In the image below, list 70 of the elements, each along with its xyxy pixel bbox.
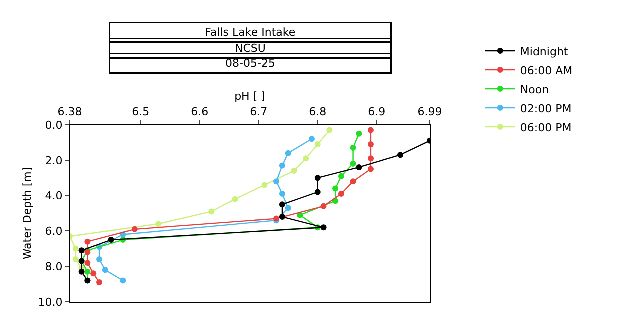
- y-tick-label: 10.0: [38, 296, 63, 309]
- point: [320, 203, 327, 210]
- point: [338, 173, 344, 180]
- point: [208, 208, 215, 215]
- point: [308, 136, 315, 142]
- point: [84, 268, 91, 275]
- point: [285, 205, 292, 212]
- point: [368, 127, 374, 134]
- point: [96, 280, 103, 286]
- point: [232, 196, 238, 202]
- point: [279, 191, 286, 198]
- y-tick-label: 6.0: [45, 225, 63, 238]
- point: [96, 256, 103, 263]
- point: [350, 178, 356, 185]
- x-tick-label: 6.38: [58, 106, 82, 119]
- point: [368, 166, 374, 172]
- point: [332, 186, 339, 192]
- point: [120, 278, 126, 284]
- point: [279, 162, 286, 169]
- x-axis-title: pH [ ]: [234, 90, 266, 104]
- point: [84, 238, 91, 245]
- y-tick-label: 4.0: [45, 190, 63, 203]
- point: [84, 260, 91, 266]
- point: [102, 267, 108, 274]
- legend-label: Noon: [520, 83, 550, 96]
- x-tick-label: 6.8: [309, 106, 327, 119]
- chart-subtitle: NCSU: [235, 42, 266, 55]
- point: [338, 191, 344, 198]
- point: [132, 226, 138, 232]
- point: [314, 141, 321, 148]
- point: [279, 202, 286, 208]
- legend-label: Midnight: [520, 45, 569, 58]
- point: [291, 168, 298, 174]
- point: [368, 156, 374, 162]
- y-axis-title: Water Depth [m]: [20, 167, 34, 260]
- point: [314, 189, 321, 196]
- point: [368, 141, 374, 148]
- point: [274, 178, 280, 185]
- point: [356, 164, 362, 170]
- point: [72, 256, 79, 263]
- x-tick-label: 6.6: [191, 106, 209, 119]
- y-tick-label: 0.0: [45, 118, 63, 132]
- y-tick-label: 8.0: [45, 260, 63, 274]
- point: [350, 160, 356, 167]
- legend-label: 06:00 PM: [520, 121, 572, 134]
- point: [350, 145, 356, 152]
- legend-label: 06:00 AM: [520, 64, 573, 78]
- point: [303, 156, 310, 162]
- point: [320, 224, 327, 231]
- point: [90, 270, 97, 277]
- point: [314, 175, 321, 182]
- x-tick-label: 6.5: [132, 106, 150, 119]
- point: [356, 130, 362, 137]
- point: [78, 268, 85, 275]
- point: [108, 237, 114, 244]
- text: 08-05-25: [226, 57, 276, 70]
- legend-label: 02:00 PM: [520, 102, 572, 116]
- chart-title: Falls Lake Intake: [205, 26, 296, 39]
- point: [326, 127, 333, 134]
- point: [78, 248, 85, 254]
- point: [156, 221, 162, 228]
- x-tick-label: 6.7: [250, 106, 268, 119]
- point: [397, 152, 404, 158]
- point: [279, 214, 286, 220]
- point: [72, 246, 79, 252]
- point: [285, 150, 292, 156]
- y-tick-label: 2.0: [45, 154, 63, 168]
- point: [262, 182, 268, 188]
- x-tick-label: 6.9: [368, 106, 386, 119]
- x-tick-label: 6.99: [418, 106, 442, 119]
